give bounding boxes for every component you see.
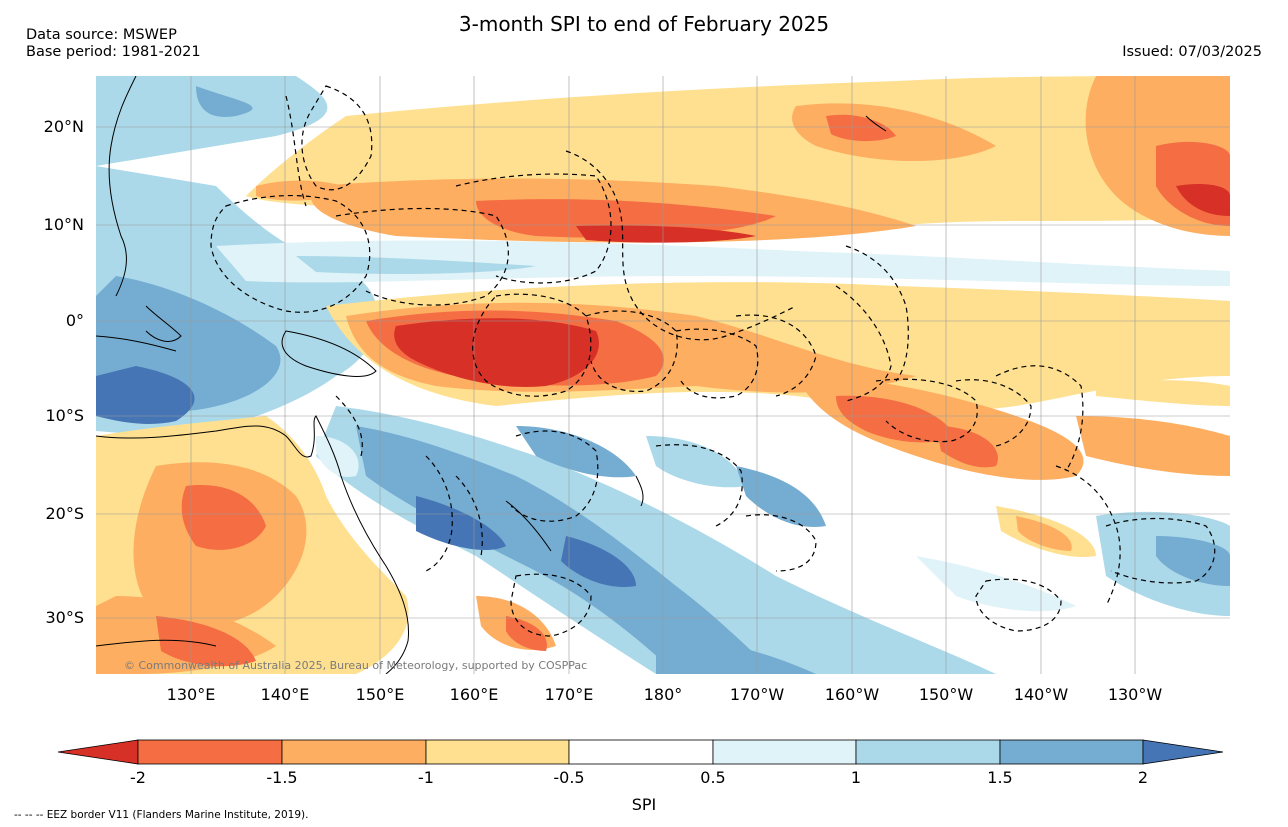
lon-label-160e: 160°E	[449, 685, 499, 704]
colorbar-segment-4	[568, 739, 714, 765]
lat-label-10n: 10°N	[43, 215, 84, 234]
eez-borders	[210, 85, 1216, 637]
colorbar-extend-wet	[1142, 739, 1224, 765]
map-title: 3-month SPI to end of February 2025	[458, 12, 830, 36]
colorbar-segment-7	[999, 739, 1144, 765]
colorbar-tick-4: -0.5	[553, 768, 585, 787]
base-period-text: Base period: 1981-2021	[26, 44, 201, 60]
lat-label-20s: 20°S	[45, 504, 84, 523]
colorbar-segment-1	[137, 739, 283, 765]
data-source-text: Data source: MSWEP	[26, 27, 177, 43]
lon-label-170e: 170°E	[544, 685, 594, 704]
lon-label-150w: 150°W	[918, 685, 974, 704]
lat-label-20n: 20°N	[43, 117, 84, 136]
colorbar-segment-6	[855, 739, 1001, 765]
lat-label-10s: 10°S	[45, 406, 84, 425]
lon-label-150e: 150°E	[355, 685, 405, 704]
colorbar-tick-8: 2	[1137, 768, 1149, 787]
eez-legend-note: -- -- -- EEZ border V11 (Flanders Marine…	[14, 809, 309, 821]
colorbar-segment-2	[281, 739, 427, 765]
colorbar-tick-2: -1.5	[266, 768, 298, 787]
lon-label-160w: 160°W	[824, 685, 880, 704]
lon-label-140w: 140°W	[1013, 685, 1069, 704]
colorbar-tick-3: -1	[418, 768, 434, 787]
graticule	[96, 76, 1230, 674]
colorbar-tick-1: -2	[130, 768, 146, 787]
coastlines	[96, 76, 887, 674]
issued-date-text: Issued: 07/03/2025	[1122, 44, 1262, 60]
spi-map	[96, 76, 1230, 674]
colorbar-tick-5: 0.5	[700, 768, 726, 787]
colorbar-tick-7: 1.5	[987, 768, 1013, 787]
spi-colorbar	[57, 739, 1224, 765]
colorbar-label: SPI	[631, 795, 657, 814]
colorbar-extend-dry	[57, 739, 139, 765]
colorbar-segment-5	[712, 739, 857, 765]
colorbar-segment-3	[425, 739, 570, 765]
spi-map-canvas	[96, 76, 1230, 674]
lat-label-30s: 30°S	[45, 608, 84, 627]
colorbar-tick-6: 1	[850, 768, 862, 787]
credit-text: © Commonwealth of Australia 2025, Bureau…	[124, 659, 588, 672]
lon-label-130e: 130°E	[166, 685, 216, 704]
lon-label-130w: 130°W	[1107, 685, 1163, 704]
lon-label-140e: 140°E	[260, 685, 310, 704]
lon-label-180: 180°	[643, 685, 683, 704]
lon-label-170w: 170°W	[729, 685, 785, 704]
lat-label-0: 0°	[65, 311, 84, 330]
